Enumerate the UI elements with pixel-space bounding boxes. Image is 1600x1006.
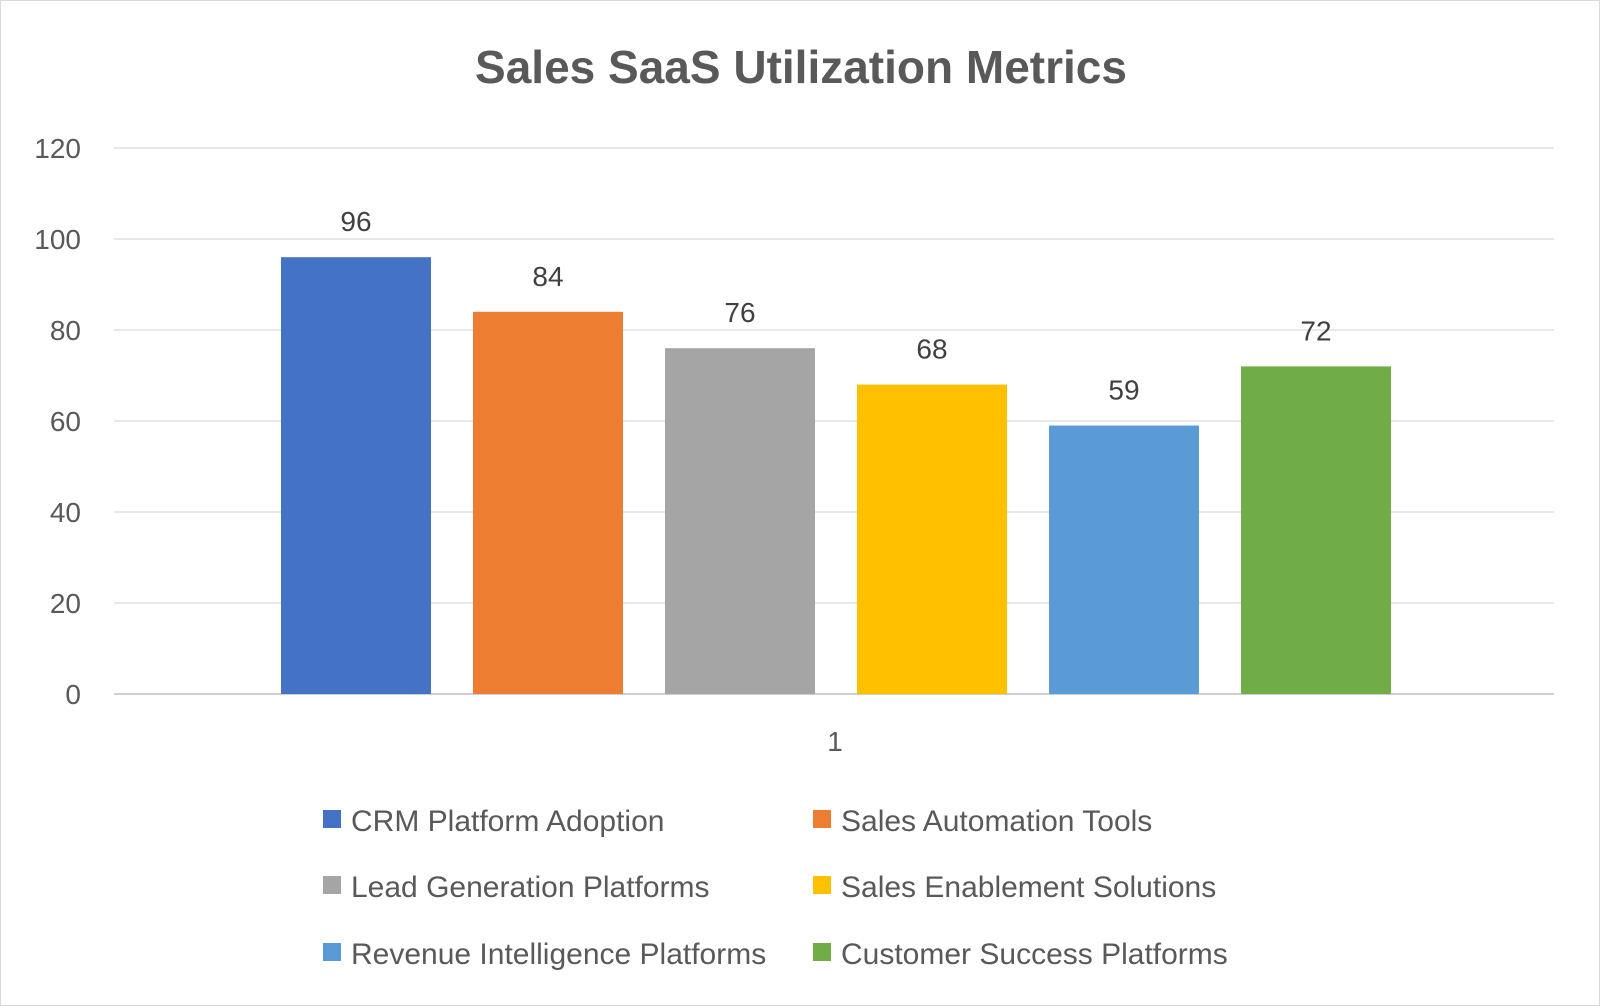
bar [857,384,1007,694]
y-tick-label: 120 [34,133,81,164]
legend-label: Sales Automation Tools [841,805,1152,838]
legend-swatch [813,876,831,894]
data-label: 76 [724,297,755,328]
y-tick-label: 60 [50,406,81,437]
legend-label: Customer Success Platforms [841,938,1228,971]
legend-swatch [323,943,341,961]
legend-label: Sales Enablement Solutions [841,871,1216,904]
legend-item: Customer Success Platforms [813,938,1228,971]
bar [1241,366,1391,694]
legend-label: Revenue Intelligence Platforms [351,938,766,971]
y-tick-label: 0 [65,679,81,710]
bar [281,257,431,694]
legend-swatch [813,810,831,828]
legend-swatch [323,810,341,828]
chart-title: Sales SaaS Utilization Metrics [475,41,1127,93]
x-tick-label: 1 [827,726,843,757]
legend-item: CRM Platform Adoption [323,805,664,838]
data-label: 84 [532,261,563,292]
legend-swatch [813,943,831,961]
legend-item: Revenue Intelligence Platforms [323,938,766,971]
data-label: 72 [1300,315,1331,346]
data-label: 59 [1108,375,1139,406]
legend-item: Sales Enablement Solutions [813,871,1216,904]
y-tick-label: 40 [50,497,81,528]
bar [473,311,623,694]
legend-item: Lead Generation Platforms [323,871,710,904]
data-label: 96 [340,206,371,237]
y-tick-label: 80 [50,315,81,346]
data-label: 68 [916,334,947,365]
bar [1049,425,1199,694]
bar [665,348,815,694]
y-tick-label: 20 [50,588,81,619]
legend-item: Sales Automation Tools [813,805,1152,838]
legend-label: CRM Platform Adoption [351,805,664,838]
legend-label: Lead Generation Platforms [351,871,710,904]
y-tick-label: 100 [34,224,81,255]
legend-swatch [323,876,341,894]
